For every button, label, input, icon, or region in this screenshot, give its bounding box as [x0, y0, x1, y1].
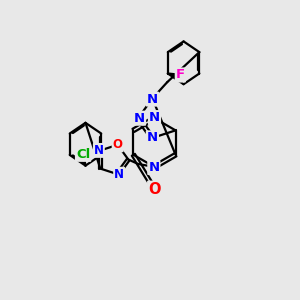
Text: N: N: [94, 144, 104, 157]
Text: N: N: [147, 93, 158, 106]
Text: N: N: [149, 111, 160, 124]
Text: O: O: [148, 182, 161, 197]
Text: N: N: [147, 131, 158, 144]
Text: Cl: Cl: [76, 148, 90, 161]
Text: O: O: [112, 138, 123, 151]
Text: N: N: [148, 161, 159, 174]
Text: N: N: [114, 168, 124, 181]
Text: F: F: [176, 68, 185, 82]
Text: N: N: [134, 112, 145, 125]
